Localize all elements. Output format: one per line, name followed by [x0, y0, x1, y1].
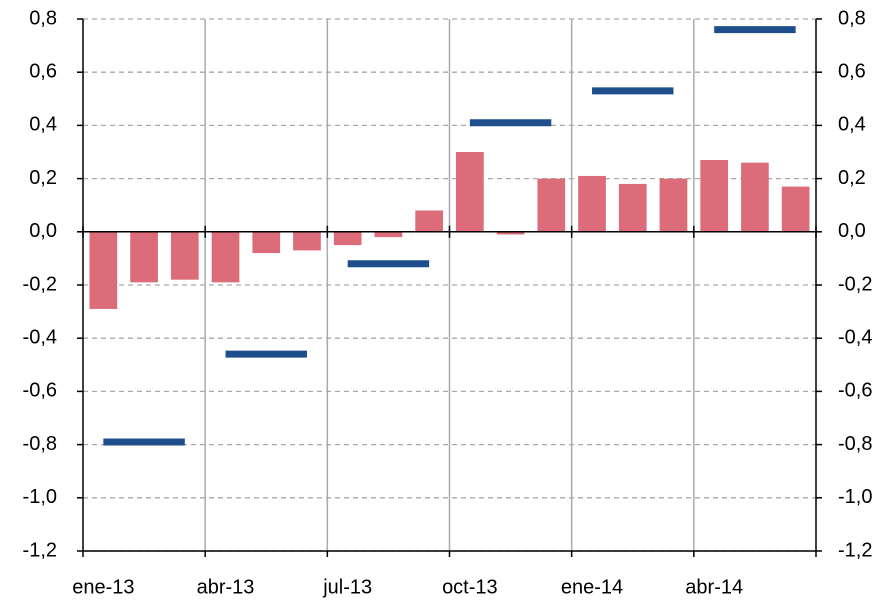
- bar: [456, 152, 484, 232]
- y2-tick-label: -0,2: [838, 273, 872, 295]
- y2-tick-label: 0,4: [838, 114, 866, 136]
- bar: [252, 231, 281, 254]
- bar: [700, 159, 729, 232]
- x-tick-label: ene-14: [561, 576, 623, 598]
- bar: [89, 231, 118, 309]
- y-tick-label: 0,6: [29, 60, 57, 82]
- bar: [170, 231, 199, 280]
- x-tick-label: ene-13: [72, 576, 134, 598]
- bar: [781, 186, 810, 232]
- bar: [496, 231, 525, 235]
- x-tick-label: abr-14: [685, 576, 743, 598]
- bar: [211, 231, 240, 283]
- y-tick-label: -1,0: [23, 486, 57, 508]
- bar: [293, 231, 321, 251]
- y-tick-label: -0,2: [23, 273, 57, 295]
- x-tick-label: oct-13: [442, 576, 498, 598]
- bar: [618, 183, 647, 232]
- bar: [374, 231, 403, 238]
- y-tick-label: 0,2: [29, 167, 57, 189]
- y-tick-label: -0,4: [23, 326, 57, 348]
- y2-tick-label: 0,8: [838, 7, 866, 29]
- y-tick-label: 0,0: [29, 220, 57, 242]
- y-tick-label: -1,2: [23, 539, 57, 561]
- bar: [741, 162, 769, 232]
- y2-tick-label: -0,6: [838, 380, 872, 402]
- y2-tick-label: -1,0: [838, 486, 872, 508]
- bar: [578, 175, 606, 232]
- y2-tick-label: -1,2: [838, 539, 872, 561]
- y2-tick-label: 0,2: [838, 167, 866, 189]
- y-tick-label: 0,8: [29, 7, 57, 29]
- y-tick-label: -0,6: [23, 380, 57, 402]
- bar: [659, 178, 688, 232]
- bar: [333, 231, 362, 246]
- y-tick-label: 0,4: [29, 114, 57, 136]
- y2-tick-label: 0,6: [838, 60, 866, 82]
- bar: [415, 210, 443, 232]
- y2-tick-label: -0,4: [838, 326, 872, 348]
- y-tick-label: -0,8: [23, 433, 57, 455]
- bar: [130, 231, 158, 283]
- y2-tick-label: 0,0: [838, 220, 866, 242]
- bar: [537, 178, 566, 232]
- y2-tick-label: -0,8: [838, 433, 872, 455]
- x-tick-label: abr-13: [197, 576, 255, 598]
- x-tick-label: jul-13: [322, 576, 372, 598]
